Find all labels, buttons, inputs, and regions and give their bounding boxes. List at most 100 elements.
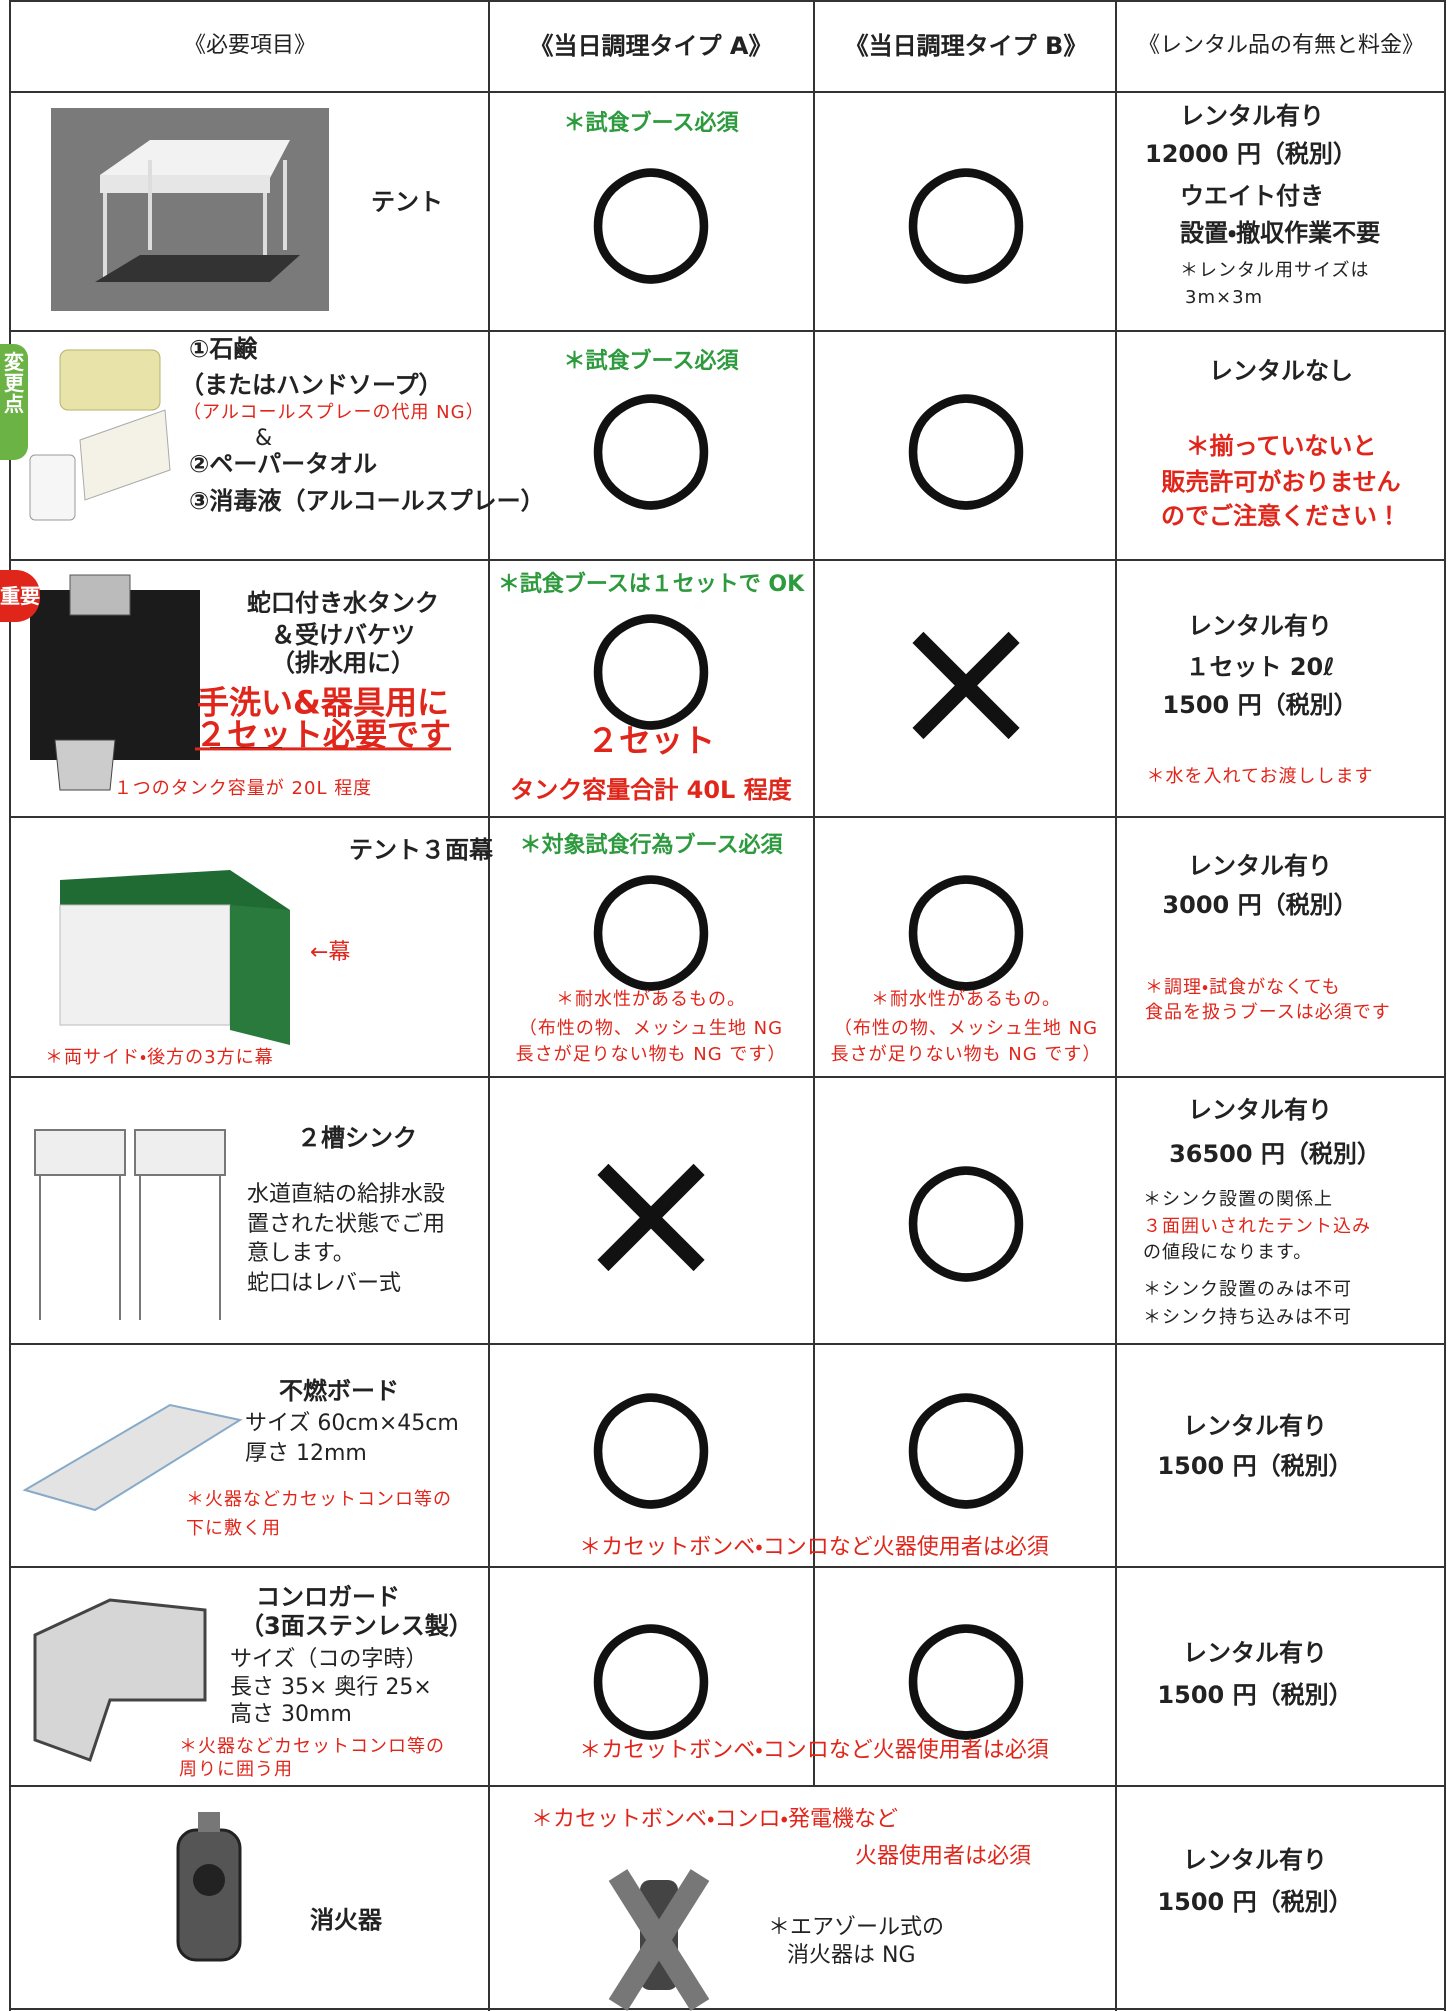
cell-text: ＊シンク持ち込みは不可 bbox=[1143, 1307, 1352, 1329]
cell-text: タンク容量合計 40L 程度 bbox=[510, 775, 792, 804]
cell-text: 3000 円（税別） bbox=[1162, 890, 1358, 919]
cell-text: ＊カセットボンベ・コンロなど火器使用者は必須 bbox=[579, 1534, 1049, 1560]
cell-text: レンタル有り bbox=[1188, 611, 1332, 640]
cell-text: ○ bbox=[900, 1583, 1032, 1757]
column-header: 《必要項目》 bbox=[183, 32, 317, 58]
cell-text: のでご注意ください！ bbox=[1161, 501, 1401, 530]
cell-text: 不燃ボード bbox=[279, 1376, 399, 1405]
cell-text: レンタル有り bbox=[1183, 1638, 1327, 1667]
cell-text: ＊試食ブース必須 bbox=[563, 110, 739, 136]
cell-text: ＊レンタル用サイズは bbox=[1180, 260, 1370, 282]
cell-text: レンタル有り bbox=[1188, 851, 1332, 880]
cell-text: 販売許可がおりません bbox=[1161, 467, 1401, 496]
cell-text: ○ bbox=[900, 127, 1032, 301]
column-header: 《当日調理タイプ B》 bbox=[844, 31, 1088, 60]
column-header: 《レンタル品の有無と料金》 bbox=[1137, 32, 1425, 58]
cell-text: ＊耐水性があるもの。 bbox=[556, 989, 746, 1011]
cell-text: ＊火器などカセットコンロ等の bbox=[186, 1489, 452, 1511]
cell-text: ２槽シンク bbox=[297, 1123, 417, 1152]
cell-text: 12000 円（税別） bbox=[1145, 139, 1357, 168]
cell-text: １つのタンク容量が 20L 程度 bbox=[113, 778, 373, 800]
cell-text: ○ bbox=[585, 834, 717, 1008]
cell-text: 手洗い&器具用に bbox=[197, 683, 449, 722]
cell-text: ＊シンク設置のみは不可 bbox=[1143, 1279, 1352, 1301]
cell-text: 1500 円（税別） bbox=[1157, 1680, 1353, 1709]
cell-text: 食品を扱うブースは必須です bbox=[1145, 1002, 1391, 1024]
cell-text: 意します。 bbox=[247, 1240, 355, 1266]
cell-text: ＊両サイド・後方の3方に幕 bbox=[45, 1047, 274, 1069]
cell-text: 水道直結の給排水設 bbox=[247, 1181, 446, 1207]
cell-text: １セット 20ℓ bbox=[1185, 652, 1335, 681]
cell-text: ２セット bbox=[586, 721, 716, 760]
cell-text: & bbox=[255, 425, 273, 451]
cell-text: ３面囲いされたテント込み bbox=[1143, 1216, 1371, 1238]
badge: 変更点 bbox=[0, 344, 28, 460]
cell-text: × bbox=[571, 1101, 731, 1322]
cell-text: レンタルなし bbox=[1209, 356, 1353, 385]
column-header: 《当日調理タイプ A》 bbox=[529, 31, 773, 60]
cell-text: 3m×3m bbox=[1185, 287, 1264, 309]
cell-text: ＊火器などカセットコンロ等の bbox=[179, 1736, 445, 1758]
cell-text: サイズ（コの字時） bbox=[230, 1646, 428, 1672]
cell-text: ②ペーパータオル bbox=[189, 449, 378, 478]
cell-text: 下に敷く用 bbox=[186, 1518, 281, 1540]
cell-text: コンロガード bbox=[256, 1582, 400, 1611]
cell-text: レンタル有り bbox=[1183, 1411, 1327, 1440]
cell-text: の値段になります。 bbox=[1143, 1242, 1313, 1264]
cell-text: ○ bbox=[585, 573, 717, 747]
cell-text: ①石鹸 bbox=[189, 334, 258, 363]
cell-text: 火器使用者は必須 bbox=[855, 1843, 1032, 1869]
cell-text: × bbox=[886, 569, 1046, 790]
cell-text: ③消毒液（アルコールスプレー） bbox=[189, 486, 545, 515]
cell-text: 高さ 30mm bbox=[230, 1701, 352, 1727]
cell-text: 36500 円（税別） bbox=[1169, 1139, 1381, 1168]
cell-text: ＊シンク設置の関係上 bbox=[1143, 1189, 1333, 1211]
cell-text: ←幕 bbox=[310, 939, 351, 965]
cell-text: テント bbox=[371, 187, 443, 216]
cell-text: ○ bbox=[900, 1352, 1032, 1526]
cell-text: ＊揃っていないと bbox=[1185, 431, 1377, 460]
cell-text: （3面ステンレス製） bbox=[240, 1611, 473, 1640]
badge: 重要 bbox=[0, 570, 40, 622]
cell-text: ＊カセットボンベ・コンロ・発電機など bbox=[531, 1806, 898, 1832]
cell-text: ＊カセットボンベ・コンロなど火器使用者は必須 bbox=[579, 1737, 1049, 1763]
cell-text: 周りに囲う用 bbox=[179, 1759, 293, 1781]
cell-text: ウエイト付き bbox=[1180, 181, 1324, 210]
cell-text: ＊調理・試食がなくても bbox=[1145, 977, 1341, 999]
cell-text: ＊対象試食行為ブース必須 bbox=[519, 832, 783, 858]
cell-text: 設置・撤収作業不要 bbox=[1180, 218, 1381, 247]
cell-text: ＊試食ブースは１セットで OK bbox=[497, 571, 805, 597]
cell-text: ２セット必要です bbox=[194, 715, 452, 754]
cell-text: 1500 円（税別） bbox=[1157, 1451, 1353, 1480]
cell-text: ○ bbox=[585, 1352, 717, 1526]
cell-text: 蛇口はレバー式 bbox=[247, 1270, 402, 1296]
cell-text: テント３面幕 bbox=[349, 835, 493, 864]
cell-text: （またはハンドソープ） bbox=[180, 370, 443, 399]
cell-text: レンタル有り bbox=[1188, 1095, 1332, 1124]
cell-text: ＊水を入れてお渡しします bbox=[1146, 766, 1374, 788]
cell-text: （アルコールスプレーの代用 NG） bbox=[183, 402, 485, 424]
cell-text: ＊試食ブース必須 bbox=[563, 348, 739, 374]
cell-text: 1500 円（税別） bbox=[1157, 1887, 1353, 1916]
cell-text: 消火器 bbox=[310, 1905, 382, 1934]
cell-text: ○ bbox=[900, 353, 1032, 527]
cell-text: ＆受けバケツ bbox=[271, 620, 415, 649]
cell-text: レンタル有り bbox=[1183, 1845, 1327, 1874]
cell-text: ○ bbox=[900, 1125, 1032, 1299]
cell-text: 1500 円（税別） bbox=[1162, 690, 1358, 719]
cell-text: ＊エアゾール式の bbox=[768, 1914, 945, 1940]
cell-text: 長さが足りない物も NG です） bbox=[830, 1044, 1102, 1066]
cell-text: （布性の物、メッシュ生地 NG bbox=[518, 1018, 784, 1040]
cell-text: ＊耐水性があるもの。 bbox=[871, 989, 1061, 1011]
cell-text: ○ bbox=[585, 127, 717, 301]
cell-text: 厚さ 12mm bbox=[245, 1440, 367, 1466]
cell-text: 蛇口付き水タンク bbox=[247, 588, 439, 617]
cell-text: ○ bbox=[900, 834, 1032, 1008]
cell-text: （排水用に） bbox=[271, 648, 415, 677]
cell-text: 長さ 35× 奥行 25× bbox=[230, 1674, 432, 1700]
cell-text: ○ bbox=[585, 353, 717, 527]
cell-text: （布性の物、メッシュ生地 NG bbox=[833, 1018, 1099, 1040]
cell-text: レンタル有り bbox=[1180, 101, 1324, 130]
